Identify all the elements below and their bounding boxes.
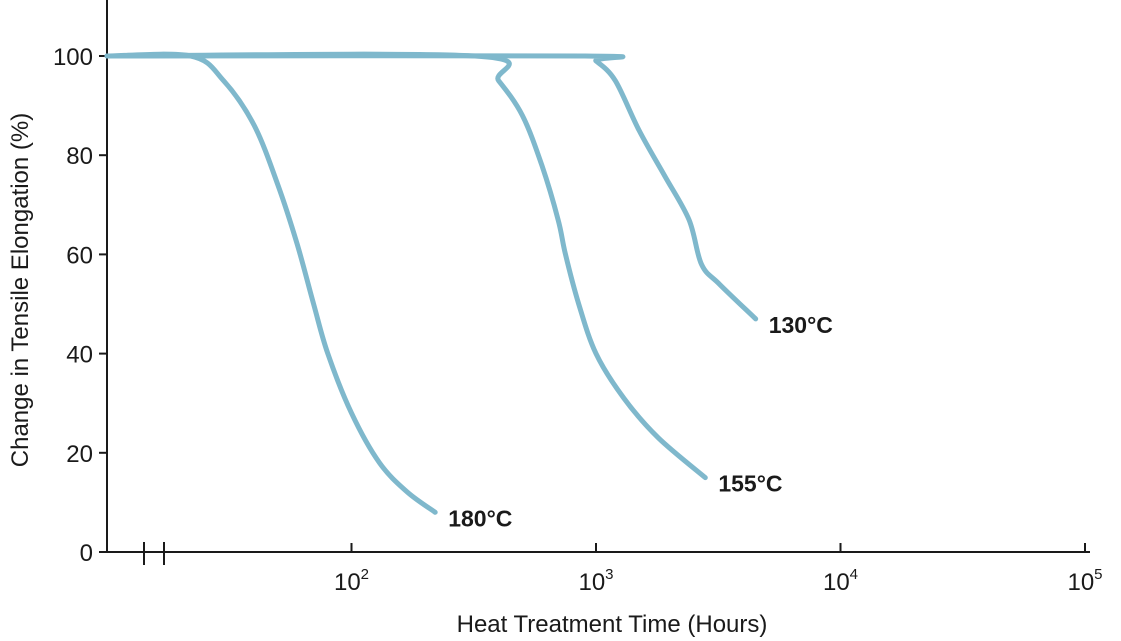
series-line bbox=[104, 53, 759, 322]
series-line bbox=[104, 51, 438, 515]
x-tick-base: 10 bbox=[578, 569, 605, 596]
y-tick-label: 60 bbox=[66, 242, 93, 269]
y-axis-title: Change in Tensile Elongation (%) bbox=[7, 113, 34, 467]
x-ticks: 102 103 104 105 bbox=[334, 543, 1103, 596]
x-tick-label: 102 bbox=[334, 566, 369, 596]
series-line bbox=[104, 51, 708, 481]
x-tick-exponent: 4 bbox=[850, 566, 858, 583]
x-tick-base: 10 bbox=[823, 569, 850, 596]
x-tick-exponent: 3 bbox=[605, 566, 613, 583]
series: 180°C 155°C 130°C bbox=[104, 51, 833, 531]
x-tick-label: 104 bbox=[823, 566, 858, 596]
x-axis-title: Heat Treatment Time (Hours) bbox=[457, 611, 768, 638]
y-tick-label: 100 bbox=[53, 44, 93, 71]
series-label: 130°C bbox=[769, 312, 833, 338]
x-tick-label: 105 bbox=[1067, 566, 1102, 596]
x-tick-base: 10 bbox=[1067, 569, 1094, 596]
y-tick-label: 80 bbox=[66, 143, 93, 170]
y-tick-label: 0 bbox=[80, 540, 93, 567]
axes bbox=[106, 0, 1090, 565]
x-tick-base: 10 bbox=[334, 569, 361, 596]
series-label: 155°C bbox=[718, 471, 782, 497]
y-tick-label: 40 bbox=[66, 342, 93, 369]
x-tick-exponent: 2 bbox=[361, 566, 369, 583]
y-ticks: 0 20 40 60 80 100 bbox=[53, 44, 107, 567]
x-tick-label: 103 bbox=[578, 566, 613, 596]
series-label: 180°C bbox=[448, 505, 512, 531]
y-tick-label: 20 bbox=[66, 441, 93, 468]
x-tick-exponent: 5 bbox=[1094, 566, 1102, 583]
